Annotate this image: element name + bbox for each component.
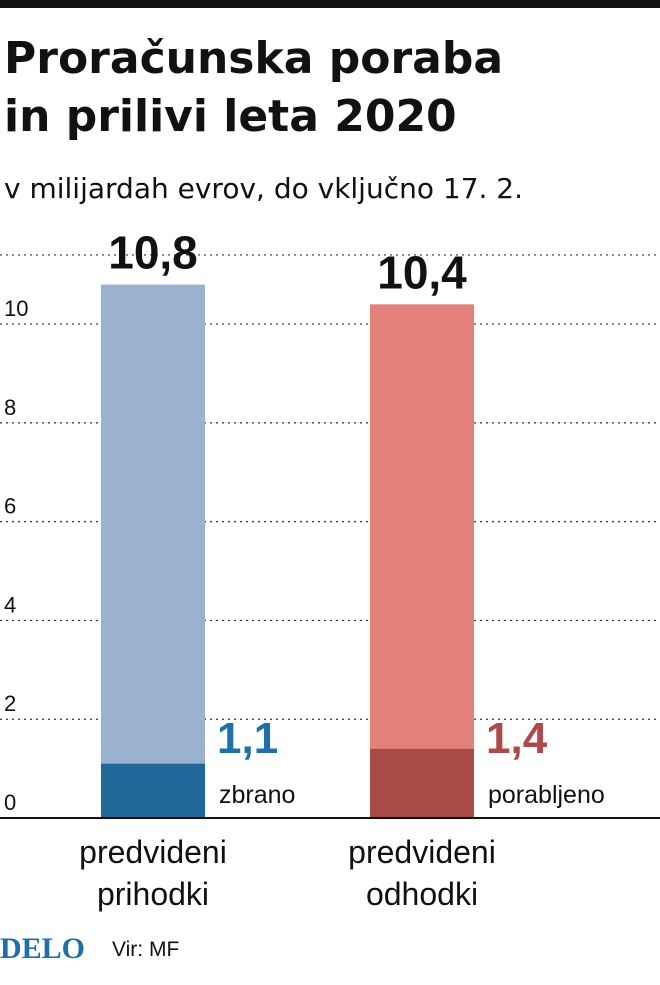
part-caption: zbrano [219,781,295,809]
bar-total [370,304,474,818]
y-tick-label: 2 [4,691,16,716]
category-label: predvideni [79,834,227,870]
part-caption: porabljeno [488,781,605,809]
y-tick-label: 4 [4,592,16,617]
bar-chart: 0 2 4 6 8 10 10,8 1,1 zbrano predvideni prihodki 10… [0,230,660,912]
category-label: odhodki [366,876,478,912]
footer: DELO Vir: MF [0,930,660,970]
y-tick-label: 0 [4,790,16,815]
total-value-label: 10,8 [108,230,198,279]
category-label: prihodki [97,876,209,912]
top-rule [0,0,660,8]
chart-title: Proračunska poraba in prilivi leta 2020 [4,30,654,146]
y-tick-label: 8 [4,395,16,420]
part-value-label: 1,1 [217,714,278,763]
source-note: Vir: MF [112,938,180,961]
category-label: predvideni [348,834,496,870]
title-line-1: Proračunska poraba [4,33,504,84]
y-tick-label: 6 [4,494,16,519]
total-value-label: 10,4 [377,246,467,298]
title-line-2: in prilivi leta 2020 [4,91,457,142]
delo-logo: DELO [0,932,86,965]
bar-part [370,748,474,818]
y-tick-label: 10 [4,296,28,321]
bar-part [101,763,205,818]
chart-subtitle: v milijardah evrov, do vključno 17. 2. [4,172,524,205]
bar-total [101,284,205,818]
part-value-label: 1,4 [486,714,548,763]
